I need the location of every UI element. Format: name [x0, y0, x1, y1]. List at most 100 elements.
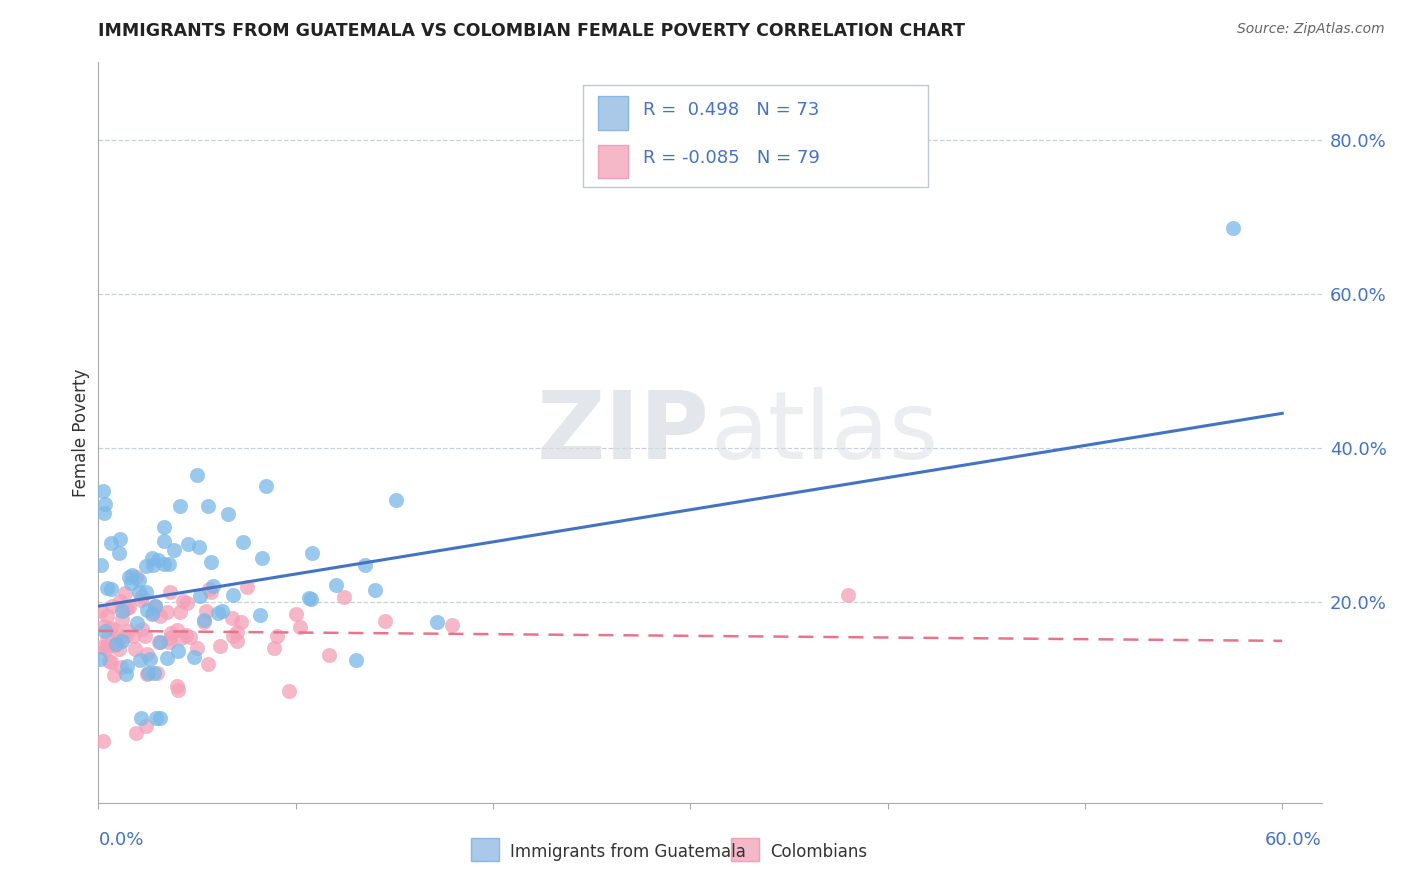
- Point: [266, 628, 288, 642]
- Point: [385, 492, 408, 507]
- Point: [125, 726, 148, 740]
- Point: [105, 637, 128, 651]
- Point: [124, 641, 146, 656]
- Point: [207, 607, 229, 621]
- Point: [136, 667, 159, 681]
- Point: [226, 634, 249, 648]
- Point: [97, 653, 120, 667]
- Point: [94, 642, 117, 657]
- Point: [333, 590, 356, 604]
- Point: [1222, 221, 1244, 235]
- Point: [254, 479, 277, 493]
- Point: [183, 650, 205, 665]
- Point: [117, 624, 139, 639]
- Point: [226, 625, 249, 640]
- Point: [131, 589, 153, 603]
- Point: [107, 546, 129, 560]
- Point: [115, 667, 138, 681]
- Point: [153, 557, 176, 571]
- Point: [222, 588, 245, 602]
- Point: [134, 629, 156, 643]
- Point: [249, 607, 271, 622]
- Point: [100, 621, 122, 635]
- Point: [301, 545, 323, 559]
- Point: [374, 614, 396, 628]
- Point: [440, 617, 463, 632]
- Point: [193, 614, 215, 628]
- Point: [186, 640, 208, 655]
- Point: [142, 558, 165, 573]
- Point: [179, 630, 201, 644]
- Point: [221, 611, 243, 625]
- Point: [131, 622, 153, 636]
- Point: [160, 626, 183, 640]
- Point: [153, 520, 176, 534]
- Point: [135, 559, 157, 574]
- Point: [325, 578, 347, 592]
- Point: [149, 711, 172, 725]
- Point: [163, 542, 186, 557]
- Point: [100, 655, 122, 669]
- Point: [138, 652, 160, 666]
- Point: [101, 599, 124, 613]
- Point: [167, 643, 190, 657]
- Point: [170, 632, 193, 646]
- Point: [112, 630, 135, 644]
- Point: [197, 499, 219, 513]
- Point: [188, 540, 211, 554]
- Point: [200, 585, 222, 599]
- Point: [128, 573, 150, 587]
- Point: [837, 588, 859, 602]
- Point: [104, 638, 127, 652]
- Text: 60.0%: 60.0%: [1265, 831, 1322, 849]
- Point: [195, 604, 218, 618]
- Text: Source: ZipAtlas.com: Source: ZipAtlas.com: [1237, 22, 1385, 37]
- Point: [250, 551, 273, 566]
- Point: [93, 734, 115, 748]
- Text: ZIP: ZIP: [537, 386, 710, 479]
- Point: [177, 537, 200, 551]
- Point: [156, 605, 179, 619]
- Text: 0.0%: 0.0%: [98, 831, 143, 849]
- Point: [198, 582, 221, 596]
- Point: [197, 657, 219, 671]
- Point: [166, 623, 188, 637]
- Point: [153, 534, 176, 549]
- Point: [159, 632, 181, 646]
- Point: [208, 639, 231, 653]
- Point: [167, 683, 190, 698]
- Point: [285, 607, 308, 621]
- Point: [159, 584, 181, 599]
- Point: [104, 624, 127, 638]
- Text: R =  0.498   N = 73: R = 0.498 N = 73: [643, 101, 818, 119]
- Point: [96, 609, 118, 624]
- Point: [143, 599, 166, 614]
- Point: [96, 640, 118, 654]
- Y-axis label: Female Poverty: Female Poverty: [72, 368, 90, 497]
- Point: [143, 666, 166, 681]
- Point: [103, 668, 125, 682]
- Point: [129, 711, 152, 725]
- Text: Immigrants from Guatemala: Immigrants from Guatemala: [510, 843, 747, 861]
- Point: [176, 628, 198, 642]
- Point: [90, 604, 112, 618]
- Text: atlas: atlas: [710, 386, 938, 479]
- Point: [94, 498, 117, 512]
- Point: [100, 582, 122, 596]
- Point: [128, 585, 150, 599]
- Point: [143, 599, 166, 614]
- Text: IMMIGRANTS FROM GUATEMALA VS COLOMBIAN FEMALE POVERTY CORRELATION CHART: IMMIGRANTS FROM GUATEMALA VS COLOMBIAN F…: [98, 22, 966, 40]
- Point: [125, 615, 148, 630]
- Point: [91, 484, 114, 499]
- Point: [232, 535, 254, 549]
- Point: [120, 576, 142, 591]
- Point: [93, 619, 115, 633]
- Point: [117, 570, 139, 584]
- Point: [108, 532, 131, 546]
- Point: [229, 615, 252, 630]
- Point: [157, 558, 180, 572]
- Point: [363, 582, 385, 597]
- Point: [96, 581, 118, 595]
- Point: [145, 711, 167, 725]
- Point: [122, 629, 145, 643]
